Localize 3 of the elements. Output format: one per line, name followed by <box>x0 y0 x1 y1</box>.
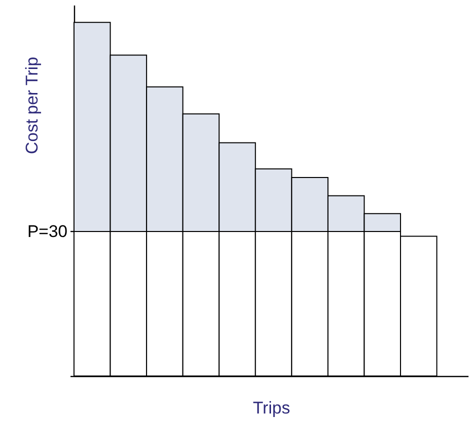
x-axis-title: Trips <box>252 398 290 418</box>
y-axis-title: Cost per Trip <box>22 56 42 154</box>
y-tick-label: P=30 <box>27 222 68 241</box>
